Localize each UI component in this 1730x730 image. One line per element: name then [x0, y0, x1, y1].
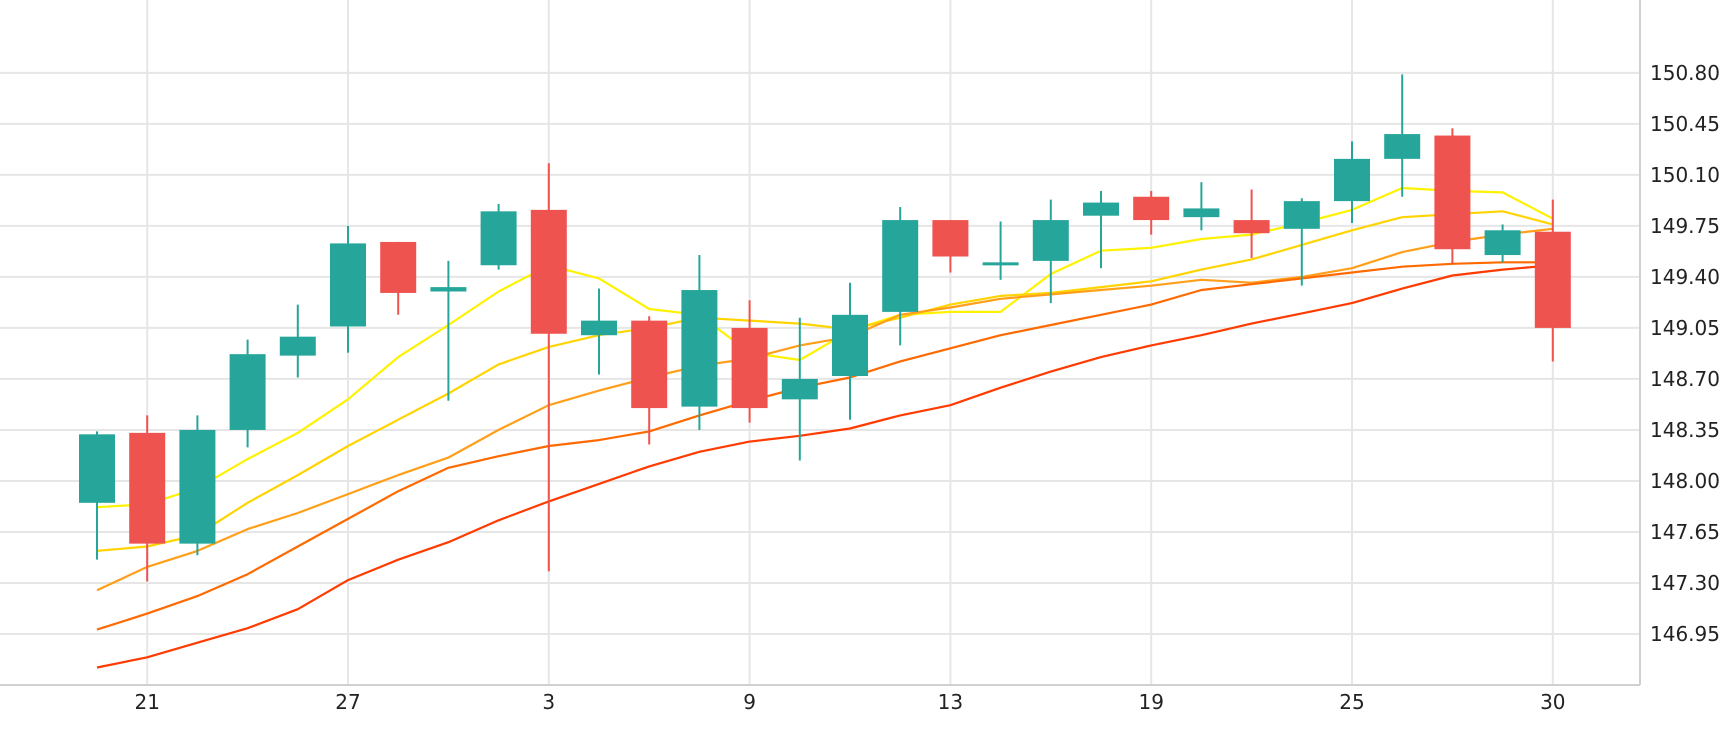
axes: 150.80 150.45 150.10 149.75 149.40 149.05 148.…	[0, 0, 1720, 714]
candle	[581, 288, 617, 375]
candle-body	[129, 432, 166, 544]
candle	[1233, 189, 1270, 258]
candle-body	[480, 211, 517, 266]
y-tick-label: 149.75	[1650, 214, 1720, 238]
candle-body	[631, 320, 668, 409]
x-tick-label: 13	[938, 690, 963, 714]
candle-body	[1384, 134, 1421, 159]
x-tick-label: 21	[134, 690, 159, 714]
candle	[1534, 199, 1571, 362]
candle	[1384, 74, 1421, 197]
candle	[1434, 128, 1471, 264]
candle	[1183, 182, 1220, 231]
candle	[982, 221, 1019, 280]
candle-body	[581, 320, 617, 336]
candle-body	[932, 220, 969, 257]
candle	[279, 304, 316, 378]
y-tick-label: 150.80	[1650, 61, 1720, 85]
candle	[380, 241, 417, 315]
candle-body	[1083, 202, 1119, 216]
candle	[681, 255, 718, 430]
moving-average-line	[96, 264, 1553, 669]
candle-body	[1334, 158, 1370, 202]
candles	[79, 74, 1571, 582]
y-tick-label: 148.35	[1650, 418, 1720, 442]
candle-body	[731, 327, 768, 409]
candle	[530, 163, 567, 572]
candle	[1133, 190, 1170, 235]
moving-average-line	[96, 261, 1553, 631]
y-tick-label: 149.05	[1650, 316, 1720, 340]
candle	[480, 204, 517, 270]
y-tick-label: 148.00	[1650, 469, 1720, 493]
candle	[79, 431, 115, 560]
candle-body	[330, 243, 366, 327]
candle-body	[380, 241, 417, 293]
candle	[129, 415, 166, 582]
candle-body	[1434, 135, 1471, 250]
candle	[229, 339, 266, 448]
x-tick-label: 25	[1339, 690, 1364, 714]
y-tick-label: 146.95	[1650, 622, 1720, 646]
candle	[179, 415, 216, 556]
moving-average-line	[96, 227, 1553, 592]
candle	[631, 316, 668, 445]
moving-average-line	[96, 210, 1554, 552]
candle	[882, 206, 919, 346]
candle	[832, 282, 868, 420]
x-tick-label: 9	[743, 690, 756, 714]
candle	[731, 300, 768, 423]
candle	[1484, 224, 1521, 263]
candle-body	[1233, 220, 1270, 234]
x-tick-label: 27	[335, 690, 360, 714]
y-tick-label: 150.45	[1650, 112, 1720, 136]
candle-body	[681, 290, 718, 407]
candle-body	[781, 378, 818, 400]
candle-body	[430, 287, 467, 292]
candle-body	[1183, 208, 1220, 218]
candle-body	[279, 336, 316, 356]
y-tick-label: 147.30	[1650, 571, 1720, 595]
candle	[932, 220, 969, 273]
candle	[1083, 190, 1119, 269]
x-tick-label: 19	[1138, 690, 1163, 714]
candle-body	[832, 314, 868, 377]
moving-average-lines	[96, 186, 1554, 669]
candle	[330, 225, 366, 353]
candle-body	[530, 209, 567, 334]
candle-body	[1484, 230, 1521, 256]
candle-body	[1283, 201, 1320, 229]
y-tick-label: 149.40	[1650, 265, 1720, 289]
y-tick-label: 148.70	[1650, 367, 1720, 391]
candle-body	[1133, 196, 1170, 221]
candle	[1334, 141, 1370, 223]
candle-body	[982, 262, 1019, 266]
candle-body	[1534, 231, 1571, 328]
candle-body	[79, 434, 115, 503]
x-tick-label: 30	[1540, 690, 1565, 714]
candle-body	[1032, 220, 1069, 261]
candle	[1283, 198, 1320, 286]
y-tick-label: 147.65	[1650, 520, 1720, 544]
x-tick-label: 3	[542, 690, 555, 714]
candle	[430, 260, 467, 401]
candle-body	[882, 220, 919, 312]
candle-body	[229, 354, 266, 430]
candle	[1032, 199, 1069, 304]
candle-body	[179, 429, 216, 544]
candle	[781, 317, 818, 461]
y-tick-label: 150.10	[1650, 163, 1720, 187]
